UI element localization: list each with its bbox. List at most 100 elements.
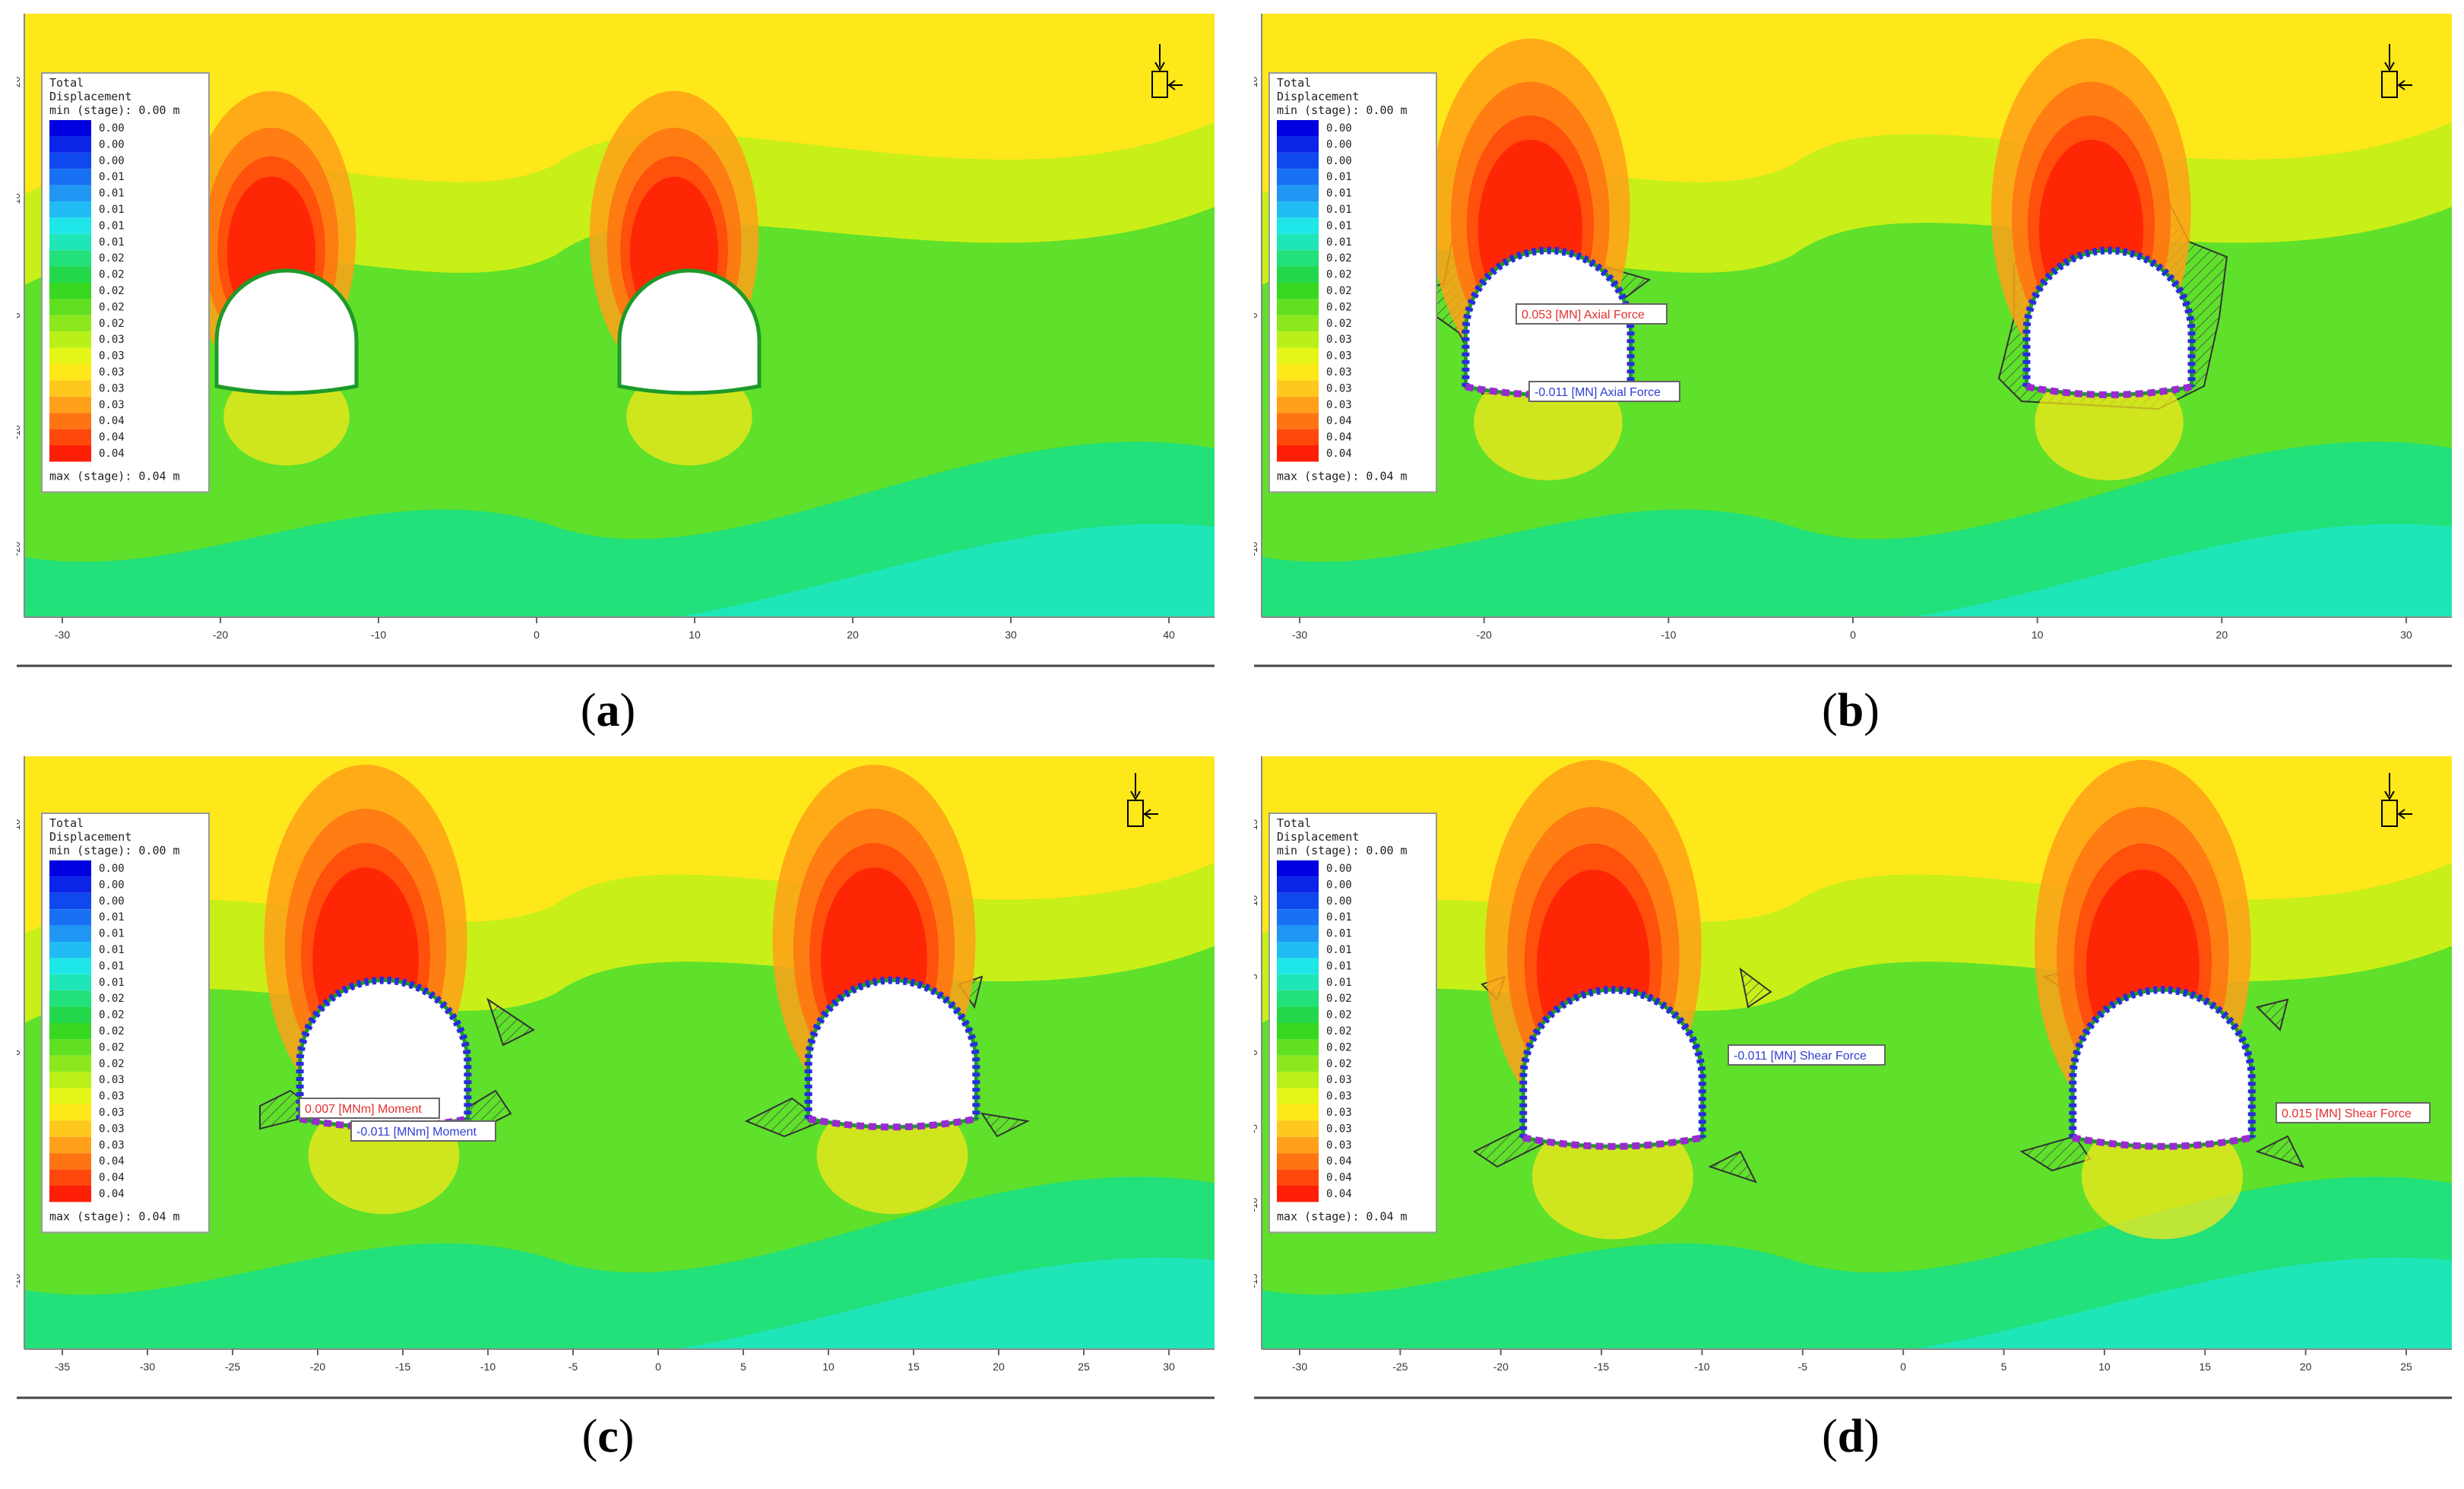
x-tick-label: 5: [740, 1361, 746, 1373]
legend-value: 0.00: [1326, 863, 1352, 875]
legend-value: 0.01: [1326, 928, 1352, 940]
legend-swatch: [1277, 974, 1319, 991]
legend-swatch: [1277, 396, 1319, 413]
legend-value: 0.02: [1326, 993, 1352, 1005]
x-tick-label: -5: [568, 1361, 578, 1373]
legend-value: 0.00: [99, 155, 125, 167]
view-widget-icon: [1127, 773, 1158, 827]
legend-value: 0.01: [1326, 204, 1352, 216]
x-tick-label: -25: [225, 1361, 240, 1373]
legend-value: 0.01: [99, 188, 125, 200]
contour-plot-b: -30 -20 -10 0 10 20 30 10 0 -10 TotalDisplacement…: [1254, 14, 2452, 667]
legend-swatch: [49, 1120, 91, 1137]
y-tick-label: 10: [17, 193, 22, 204]
legend-swatch: [1277, 1088, 1319, 1104]
legend-value: 0.01: [1326, 236, 1352, 249]
y-tick-label: 0: [1254, 312, 1259, 318]
legend-value: 0.00: [99, 863, 125, 875]
legend-swatch: [1277, 136, 1319, 153]
legend-swatch: [1277, 860, 1319, 877]
legend-swatch: [49, 347, 91, 364]
legend-swatch: [49, 445, 91, 462]
legend-value: 0.01: [1326, 171, 1352, 183]
legend-value: 0.04: [1326, 415, 1352, 427]
legend-swatch: [49, 315, 91, 332]
annotation-shear-max-text: 0.015 [MN] Shear Force: [2282, 1107, 2412, 1120]
y-tick-label: 15: [1254, 819, 1259, 830]
x-tick-label: 20: [993, 1361, 1005, 1373]
x-tick-label: 40: [1163, 629, 1175, 641]
legend-swatch: [1277, 1104, 1319, 1121]
legend-value: 0.04: [99, 1155, 125, 1167]
legend-title: Total: [1277, 76, 1311, 90]
view-widget-icon: [1151, 44, 1183, 98]
legend-title: Displacement: [49, 90, 131, 103]
x-tick-label: 20: [847, 629, 859, 641]
legend-title: Total: [49, 816, 84, 830]
legend-swatch: [49, 364, 91, 381]
x-tick-label: 0: [534, 629, 540, 641]
legend-swatch: [1277, 347, 1319, 364]
legend-max: max (stage): 0.04 m: [49, 469, 180, 483]
legend-swatch: [49, 201, 91, 218]
y-tick-label: -20: [17, 542, 22, 556]
legend-value: 0.02: [99, 269, 125, 281]
legend-value: 0.04: [1326, 448, 1352, 460]
y-tick-label: -10: [1254, 542, 1259, 556]
legend-title: Total: [49, 76, 84, 90]
legend-swatch: [49, 958, 91, 974]
legend-swatch: [1277, 1153, 1319, 1170]
annotation-axial-min-text: -0.011 [MN] Axial Force: [1534, 386, 1661, 399]
legend-value: 0.02: [99, 1025, 125, 1038]
view-widget-icon: [2381, 44, 2412, 98]
legend-value: 0.00: [1326, 122, 1352, 135]
x-tick-label: -15: [395, 1361, 410, 1373]
legend-swatch: [49, 1072, 91, 1088]
legend-value: 0.03: [99, 399, 125, 411]
annotation-axial-max: 0.053 [MN] Axial Force: [1515, 303, 1667, 325]
legend-value: 0.02: [1326, 301, 1352, 313]
legend-swatch: [1277, 250, 1319, 267]
legend-value: 0.02: [1326, 1041, 1352, 1053]
legend-swatch: [1277, 364, 1319, 381]
legend-value: 0.01: [1326, 944, 1352, 956]
y-tick-label: 5: [1254, 974, 1259, 979]
legend-value: 0.04: [1326, 1155, 1352, 1167]
legend-value: 0.03: [1326, 1139, 1352, 1152]
x-tick-label: 15: [907, 1361, 920, 1373]
annotation-shear-max: 0.015 [MN] Shear Force: [2276, 1102, 2431, 1123]
legend-value: 0.01: [1326, 911, 1352, 923]
legend-value: 0.03: [99, 1139, 125, 1152]
legend-swatch: [49, 1136, 91, 1154]
y-tick-label: -10: [17, 425, 22, 439]
legend-value: 0.00: [99, 879, 125, 891]
y-tick-label: 0: [17, 312, 22, 318]
legend-swatch: [1277, 876, 1319, 893]
legend-swatch: [1277, 429, 1319, 445]
legend-value: 0.01: [99, 171, 125, 183]
legend-swatch: [49, 169, 91, 185]
tunnel-left-c: [264, 765, 472, 1215]
annotation-shear-min: -0.011 [MN] Shear Force: [1728, 1044, 1886, 1066]
legend-swatch: [49, 266, 91, 283]
legend-swatch: [1277, 201, 1319, 218]
legend-swatch: [49, 185, 91, 201]
legend-value: 0.00: [1326, 138, 1352, 150]
legend-value: 0.01: [1326, 220, 1352, 232]
legend-swatch: [1277, 892, 1319, 910]
legend-swatch: [1277, 283, 1319, 299]
x-tick-label: -30: [1292, 629, 1307, 641]
y-tick-label: 20: [17, 77, 22, 87]
legend-swatch: [49, 217, 91, 234]
legend-swatch: [49, 250, 91, 267]
legend-value: 0.03: [1326, 1091, 1352, 1103]
legend-swatch: [49, 909, 91, 926]
legend-value: 0.03: [1326, 366, 1352, 379]
legend-value: 0.02: [1326, 269, 1352, 281]
legend-swatch: [49, 974, 91, 991]
y-tick-label: -5: [1254, 1124, 1259, 1133]
legend-swatch: [1277, 909, 1319, 926]
legend-swatch: [49, 1153, 91, 1170]
y-tick-label: -10: [1254, 1198, 1259, 1212]
